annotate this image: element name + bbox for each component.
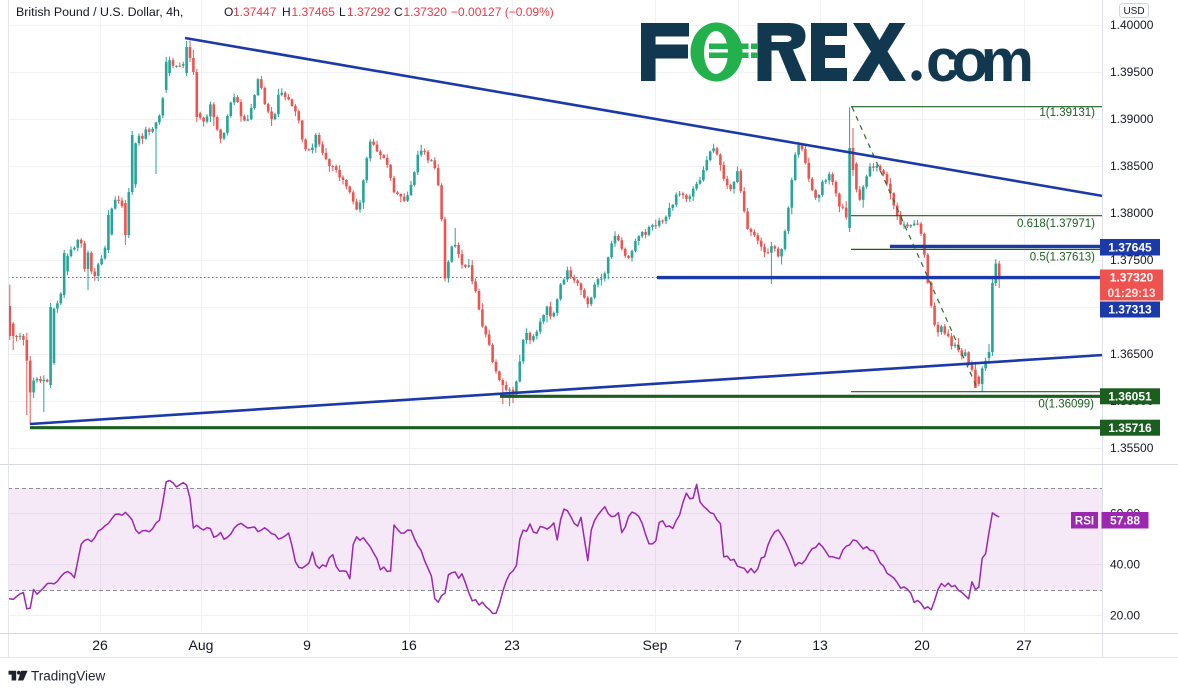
svg-text:23: 23 (504, 637, 520, 653)
svg-text:H: H (282, 5, 291, 19)
svg-text:Aug: Aug (189, 637, 214, 653)
svg-text:1.35500: 1.35500 (1110, 441, 1154, 455)
svg-text:−0.00127 (−0.09%): −0.00127 (−0.09%) (451, 5, 554, 19)
svg-text:British Pound / U.S. Dollar, 4: British Pound / U.S. Dollar, 4h, (16, 5, 183, 19)
svg-text:9: 9 (303, 637, 311, 653)
svg-text:1.37447: 1.37447 (233, 5, 277, 19)
svg-text:26: 26 (92, 637, 108, 653)
svg-text:20.00: 20.00 (1110, 609, 1140, 623)
svg-text:0(1.36099): 0(1.36099) (1038, 399, 1094, 411)
svg-text:com: com (926, 27, 1033, 94)
svg-text:1.38500: 1.38500 (1110, 159, 1154, 173)
svg-text:1.36500: 1.36500 (1110, 347, 1154, 361)
svg-text:RSI: RSI (1075, 516, 1094, 528)
svg-text:0.5(1.37613): 0.5(1.37613) (1030, 252, 1095, 264)
svg-text:1.39000: 1.39000 (1110, 112, 1154, 126)
svg-text:1(1.39131): 1(1.39131) (1039, 107, 1095, 119)
svg-text:1.37320: 1.37320 (404, 5, 448, 19)
svg-text:1.37292: 1.37292 (347, 5, 391, 19)
svg-text:USD: USD (1123, 6, 1144, 17)
svg-text:0.618(1.37971): 0.618(1.37971) (1017, 218, 1095, 230)
svg-text:40.00: 40.00 (1110, 558, 1140, 572)
svg-text:O: O (224, 5, 233, 19)
svg-text:C: C (394, 5, 403, 19)
svg-text:20: 20 (914, 637, 930, 653)
svg-text:TradingView: TradingView (31, 669, 106, 684)
svg-text:57.88: 57.88 (1110, 514, 1140, 528)
svg-text:13: 13 (812, 637, 828, 653)
svg-text:27: 27 (1016, 637, 1032, 653)
svg-text:7: 7 (734, 637, 742, 653)
svg-text:1.39500: 1.39500 (1110, 65, 1154, 79)
svg-text:16: 16 (401, 637, 417, 653)
svg-text:1.37465: 1.37465 (292, 5, 336, 19)
svg-text:1.40000: 1.40000 (1110, 18, 1154, 32)
svg-text:1.36051: 1.36051 (1108, 390, 1152, 404)
svg-text:1.37645: 1.37645 (1108, 240, 1152, 254)
svg-text:L: L (339, 5, 346, 19)
svg-text:01:29:13: 01:29:13 (1107, 286, 1155, 300)
svg-text:Sep: Sep (643, 637, 668, 653)
svg-text:1.35716: 1.35716 (1108, 421, 1152, 435)
svg-text:1.38000: 1.38000 (1110, 206, 1154, 220)
svg-text:1.37320: 1.37320 (1110, 270, 1154, 284)
svg-text:1.37313: 1.37313 (1108, 303, 1152, 317)
svg-text:1.37500: 1.37500 (1110, 253, 1154, 267)
